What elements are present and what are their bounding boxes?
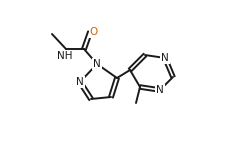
Text: N: N: [76, 77, 84, 87]
Text: N: N: [93, 59, 100, 69]
Text: O: O: [89, 27, 98, 37]
Text: N: N: [155, 85, 163, 95]
Text: N: N: [160, 53, 168, 63]
Text: NH: NH: [57, 51, 72, 61]
